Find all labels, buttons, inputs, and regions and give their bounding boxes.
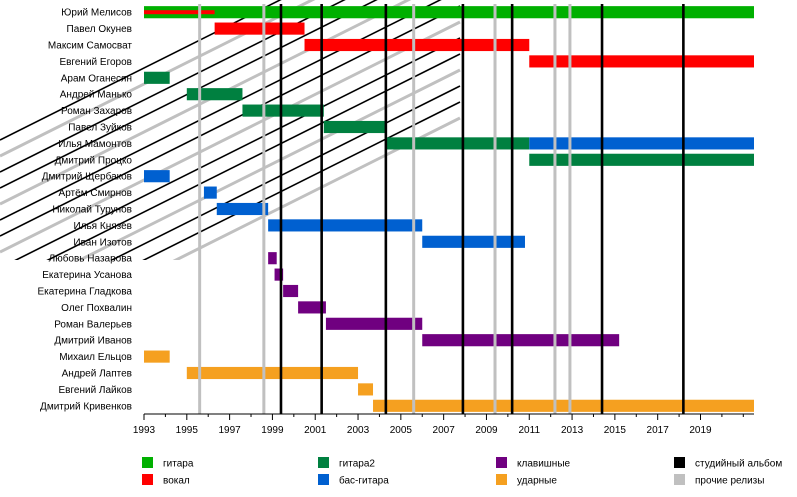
bar-vocal	[304, 38, 530, 52]
x-tick-label: 1993	[133, 425, 156, 436]
member-name: Дмитрий Кривенков	[40, 401, 132, 412]
bar-bass	[529, 137, 754, 150]
x-tick-label: 2019	[689, 425, 712, 436]
member-name: Юрий Мелисов	[61, 8, 132, 19]
x-tick-label: 2007	[433, 425, 456, 436]
legend-swatch-bass	[318, 474, 329, 485]
legend-swatch-drums	[496, 474, 507, 485]
bar-drums	[186, 366, 359, 380]
diagonal-line	[0, 0, 378, 189]
member-bars	[144, 6, 754, 412]
bar-guitar2	[242, 104, 324, 117]
bar-drums	[144, 350, 170, 363]
legend-label-drums: ударные	[517, 476, 557, 487]
member-name: Илья Князев	[73, 221, 132, 232]
diagonal-line	[172, 116, 461, 260]
x-tick-label: 2003	[347, 425, 370, 436]
bar-guitar2	[186, 88, 243, 101]
legend-swatch-guitar2	[318, 457, 329, 468]
member-name: Роман Захаров	[61, 106, 132, 117]
bar-vocal	[529, 55, 754, 68]
x-tick-label: 2013	[561, 425, 584, 436]
member-name: Павел Окунев	[67, 24, 132, 35]
member-name: Николай Турунов	[52, 205, 132, 216]
legend-label-guitar: гитара	[163, 459, 194, 470]
member-name: Андрей Манько	[60, 90, 133, 101]
bar-bass	[422, 235, 525, 248]
bar-guitar2	[144, 71, 170, 84]
x-tick-label: 1995	[176, 425, 199, 436]
bar-bass	[203, 186, 217, 199]
x-tick-label: 2005	[390, 425, 413, 436]
diagonal-line	[76, 68, 461, 260]
x-axis: 1993 1995 1997 1999 2001 2003 2005 2007 2009 2011…	[133, 413, 754, 436]
member-name: Павел Зуйков	[68, 123, 132, 134]
x-tick-label: 1999	[261, 425, 284, 436]
bar-bass	[268, 219, 423, 232]
member-name: Максим Самосват	[48, 41, 133, 52]
legend-swatch-keys	[496, 457, 507, 468]
member-name: Михаил Ельцов	[59, 352, 132, 363]
member-name: Андрей Лаптев	[62, 369, 132, 380]
member-name: Дмитрий Щербаков	[42, 171, 132, 183]
x-tick-label: 2017	[647, 425, 670, 436]
bar-keys	[283, 284, 299, 298]
bar-guitar2	[323, 120, 386, 134]
legend-label-guitar2: гитара2	[339, 459, 375, 470]
legend-swatch-studio	[674, 457, 685, 468]
bar-keys	[325, 317, 423, 330]
x-tick-label: 2009	[475, 425, 498, 436]
legend-swatch-guitar	[142, 457, 153, 468]
bar-vocal	[214, 22, 305, 35]
x-tick-label: 1997	[218, 425, 241, 436]
member-name: Екатерина Усанова	[42, 270, 132, 281]
member-name: Дмитрий Процко	[55, 155, 133, 166]
bar-drums	[358, 383, 374, 396]
bar-keys	[422, 334, 620, 347]
bar-guitar	[144, 6, 754, 19]
member-name: Любовь Назарова	[49, 253, 133, 265]
x-tick-label: 2001	[304, 425, 327, 436]
bar-guitar2	[529, 153, 754, 166]
member-names: Юрий Мелисов Павел Окунев Максим Самосват Е…	[37, 8, 132, 413]
diagonal-line	[0, 0, 316, 158]
member-name: Илья Мамонтов	[58, 139, 132, 150]
legend-label-bass: бас-гитара	[339, 475, 389, 487]
member-name: Арам Оганесян	[61, 73, 132, 84]
bar-keys	[268, 252, 277, 265]
diagonal-line	[0, 20, 461, 254]
legend-label-studio: студийный альбом	[695, 458, 782, 470]
diagonal-line	[0, 0, 442, 221]
bar-keys	[298, 301, 326, 314]
diagonal-line	[0, 0, 346, 173]
legend-swatch-vocal	[142, 474, 153, 485]
legend-label-keys: клавишные	[517, 459, 571, 470]
member-name: Евгений Лайков	[58, 385, 132, 396]
member-name: Олег Похвалин	[61, 303, 132, 314]
member-name: Дмитрий Иванов	[54, 336, 132, 347]
diagonal-line	[142, 101, 461, 260]
member-name: Иван Изотов	[73, 237, 132, 248]
bar-bass	[216, 202, 269, 216]
diagonal-line	[14, 37, 461, 260]
member-name: Роман Валерьев	[54, 319, 132, 330]
x-tick-label: 2015	[604, 425, 627, 436]
member-name: Евгений Егоров	[59, 57, 132, 68]
member-name: Екатерина Гладкова	[37, 287, 132, 298]
diagonal-line	[46, 53, 461, 260]
bar-vocal	[144, 10, 215, 15]
legend-label-vocal: вокал	[163, 476, 190, 487]
release-lines	[198, 4, 685, 414]
bar-guitar2	[385, 137, 530, 150]
legend-swatch-other	[674, 474, 685, 485]
diagonal-line	[0, 0, 282, 141]
bar-keys	[274, 268, 284, 281]
legend: гитара вокал гитара2 бас-гитара клавишные уда…	[142, 457, 782, 487]
bar-bass	[144, 170, 170, 183]
member-name: Артём Смирнов	[59, 188, 132, 199]
bar-drums	[373, 399, 754, 412]
legend-label-other: прочие релизы	[695, 476, 764, 487]
x-tick-label: 2011	[519, 425, 541, 436]
